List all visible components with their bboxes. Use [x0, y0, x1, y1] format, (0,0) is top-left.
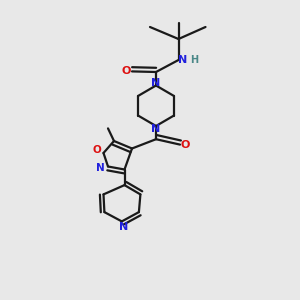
Text: H: H [190, 55, 199, 65]
Text: O: O [181, 140, 190, 150]
Text: N: N [178, 55, 187, 65]
Text: O: O [122, 66, 131, 76]
Text: N: N [152, 77, 160, 88]
Text: N: N [152, 124, 160, 134]
Text: O: O [92, 145, 101, 155]
Text: N: N [96, 163, 105, 173]
Text: N: N [119, 222, 128, 232]
